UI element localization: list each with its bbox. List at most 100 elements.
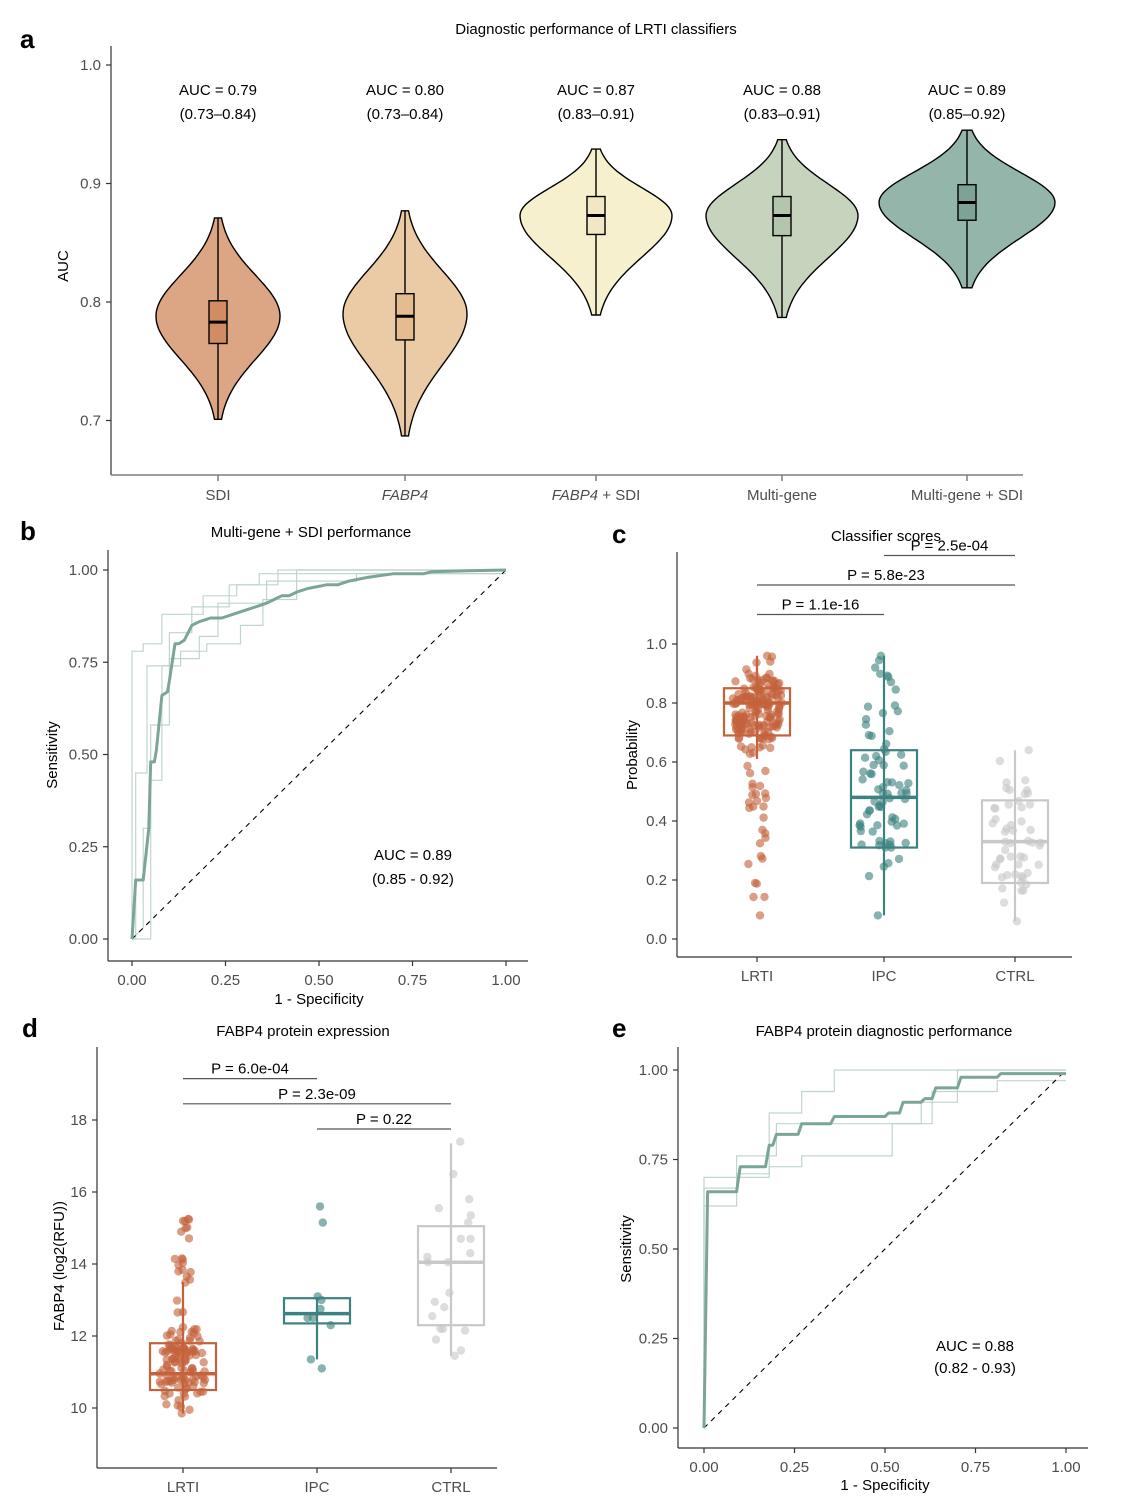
panel-e-ytick-label: 1.00 xyxy=(639,1062,668,1079)
panel-c-ytick-label: 0.6 xyxy=(646,754,667,771)
panel-c-point-IPC xyxy=(861,720,871,729)
panel-c-point-IPC xyxy=(864,730,874,740)
panel-c-point-IPC xyxy=(868,827,877,836)
panel-c-p-value-label: P = 5.8e-23 xyxy=(847,567,925,584)
panel-c-point-LRTI xyxy=(760,892,769,902)
panel-c-ytick-label: 0.4 xyxy=(646,813,667,830)
panel-b-xtick-label: 1.00 xyxy=(491,972,520,989)
panel-d-point-LRTI xyxy=(178,1307,188,1317)
panel-d-point-CTRL xyxy=(466,1211,475,1220)
panel-d-point-LRTI xyxy=(174,1383,183,1392)
panel-c-point-IPC xyxy=(874,802,883,811)
panel-c-point-LRTI xyxy=(749,693,759,702)
panel-d-point-CTRL xyxy=(440,1303,449,1312)
panel-b-ytick-label: 0.00 xyxy=(69,931,98,948)
panel-d-point-LRTI xyxy=(167,1366,176,1376)
panel-b-ylabel: Sensitivity xyxy=(44,721,61,789)
panel-c-point-CTRL xyxy=(1024,746,1033,755)
panel-c-point-CTRL xyxy=(1017,803,1026,812)
panel-c-point-IPC xyxy=(856,819,865,828)
panel-c-point-CTRL xyxy=(1016,852,1025,861)
panel-c-p-value-label: P = 2.5e-04 xyxy=(911,538,989,555)
panel-c-point-CTRL xyxy=(998,884,1007,893)
panel-d-point-CTRL xyxy=(434,1204,444,1213)
panel-d-point-LRTI xyxy=(185,1405,194,1415)
panel-b-xlabel: 1 - Specificity xyxy=(274,991,364,1008)
panel-c-point-LRTI xyxy=(759,813,768,822)
panel-c-point-CTRL xyxy=(1023,868,1032,878)
panel-d-point-IPC xyxy=(317,1364,326,1373)
panel-c-point-LRTI xyxy=(755,723,764,732)
panel-c-point-LRTI xyxy=(752,658,761,667)
ci-label-4: (0.85–0.92) xyxy=(929,106,1006,123)
xtick-plain: + SDI xyxy=(598,487,640,504)
panel-c-point-IPC xyxy=(857,840,866,849)
xtick-italic: FABP4 xyxy=(382,487,428,504)
xtick-italic: FABP4 xyxy=(552,487,598,504)
panel-c-ytick-label: 0.0 xyxy=(646,931,667,948)
panel-b-ytick-label: 0.25 xyxy=(69,839,98,856)
ci-label-2: (0.83–0.91) xyxy=(558,106,635,123)
panel-b-ci-label: (0.85 - 0.92) xyxy=(372,871,454,888)
panel-c-point-CTRL xyxy=(1034,860,1043,869)
ci-label-1: (0.73–0.84) xyxy=(367,106,444,123)
panel-d-point-CTRL xyxy=(456,1137,465,1146)
panel-c-xtick-label: LRTI xyxy=(741,968,773,985)
panel-c-point-CTRL xyxy=(1023,789,1033,798)
panel-d-point-LRTI xyxy=(183,1223,192,1232)
panel-c-point-IPC xyxy=(860,753,870,762)
panel-c-point-LRTI xyxy=(741,695,751,704)
panel-c-point-CTRL xyxy=(1026,825,1035,835)
panel-b-chance-line xyxy=(131,569,507,940)
panel-a-xtick-label: Multi-gene xyxy=(747,487,817,504)
panel-c-point-IPC xyxy=(881,747,890,756)
panel-e-ytick-label: 0.25 xyxy=(639,1331,668,1348)
panel-c-point-LRTI xyxy=(731,677,740,686)
panel-a-title: Diagnostic performance of LRTI classifie… xyxy=(455,21,737,38)
panel-d-point-CTRL xyxy=(466,1249,475,1258)
panel-c-box-chart: Classifier scores Probability 0.0 0.2 0.4 0… xyxy=(624,528,1072,985)
panel-e-fold-curve-2 xyxy=(703,1080,1066,1428)
panel-c-point-CTRL xyxy=(1006,852,1015,861)
panel-c-point-LRTI xyxy=(749,892,758,902)
panel-c-point-IPC xyxy=(884,859,893,868)
panel-b-fold-curve-3 xyxy=(131,569,506,940)
panel-c-point-CTRL xyxy=(990,803,999,813)
panel-c-point-IPC xyxy=(890,701,900,710)
panel-c-point-LRTI xyxy=(748,675,757,684)
panel-c-point-LRTI xyxy=(742,665,751,674)
panel-c-point-LRTI xyxy=(738,716,747,725)
panel-c-point-IPC xyxy=(895,781,904,790)
panel-c-ytick-label: 0.8 xyxy=(646,695,667,712)
panel-c-point-CTRL xyxy=(1006,839,1015,848)
panel-c-point-LRTI xyxy=(752,707,761,716)
panel-c-point-LRTI xyxy=(762,651,772,660)
panel-d-point-LRTI xyxy=(163,1347,172,1356)
panel-c-point-CTRL xyxy=(1014,796,1023,805)
panel-a-ytick-label: 0.8 xyxy=(80,294,101,311)
panel-c-point-CTRL xyxy=(1035,841,1044,850)
panel-c-p-value-label: P = 1.1e-16 xyxy=(782,597,860,614)
panel-b-fold-curve-1 xyxy=(132,573,506,940)
panel-c-point-LRTI xyxy=(759,700,768,709)
panel-c-point-IPC xyxy=(858,775,867,784)
panel-c-point-LRTI xyxy=(744,729,754,738)
panel-c-ytick-label: 0.2 xyxy=(646,872,667,889)
panel-e-xlabel: 1 - Specificity xyxy=(840,1477,930,1494)
panel-c-ylabel: Probability xyxy=(624,719,641,790)
panel-c-point-CTRL xyxy=(1012,917,1022,926)
panel-d-point-CTRL xyxy=(430,1297,439,1307)
panel-letter-e: e xyxy=(612,1013,626,1043)
panel-c-point-LRTI xyxy=(756,690,766,699)
panel-e-xtick-label: 0.00 xyxy=(689,1459,718,1476)
panel-b-title: Multi-gene + SDI performance xyxy=(211,524,412,541)
panel-d-xtick-label: LRTI xyxy=(167,1479,199,1496)
panel-c-point-CTRL xyxy=(1014,860,1023,869)
panel-d-point-LRTI xyxy=(196,1371,205,1380)
panel-a-xtick-label: SDI xyxy=(205,487,230,504)
panel-letter-b: b xyxy=(20,516,36,546)
panel-b-roc-chart: Multi-gene + SDI performance Sensitivity… xyxy=(44,524,528,1008)
panel-c-point-IPC xyxy=(897,750,906,759)
panel-d-point-LRTI xyxy=(199,1358,208,1367)
